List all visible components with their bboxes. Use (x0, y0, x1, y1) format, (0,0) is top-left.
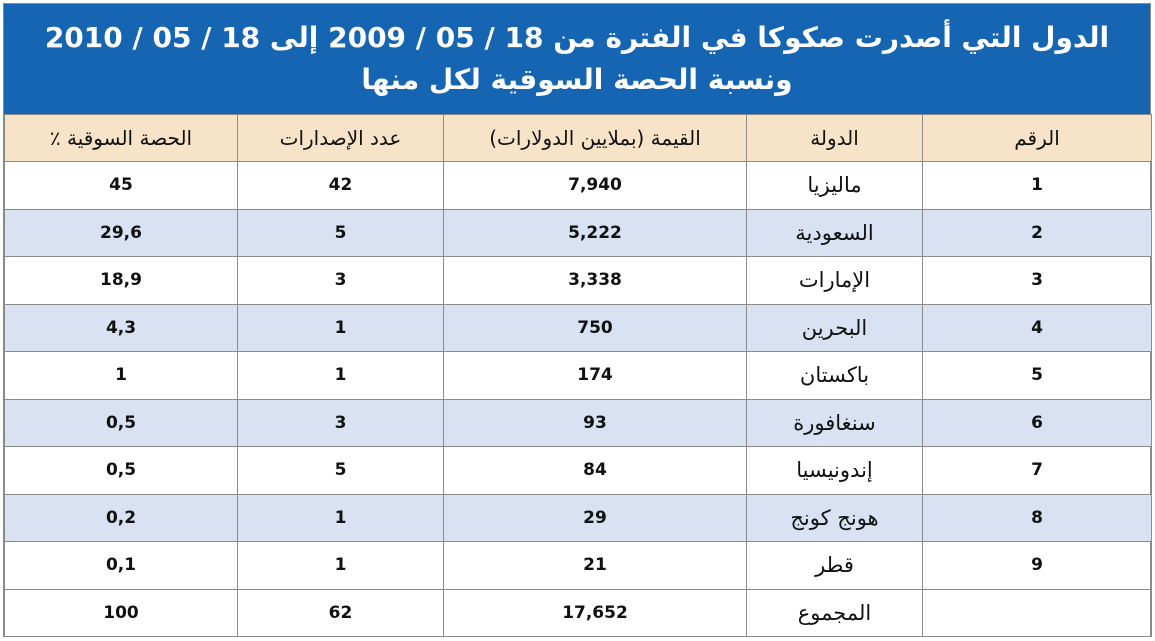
cell-value: 3,338 (443, 256, 747, 305)
header-value: القيمة (بملايين الدولارات) (443, 114, 747, 162)
cell-issues: 5 (237, 208, 444, 257)
cell-country: باكستان (746, 351, 923, 400)
cell-share: 1 (4, 351, 238, 400)
cell-number: 9 (922, 541, 1152, 590)
cell-issues: 62 (237, 588, 444, 637)
cell-value: 7,940 (443, 161, 747, 210)
cell-value: 21 (443, 541, 747, 590)
cell-share: 18,9 (4, 256, 238, 305)
title-band: الدول التي أصدرت صكوكا في الفترة من 18 /… (4, 4, 1150, 114)
cell-country: السعودية (746, 208, 923, 257)
cell-value: 750 (443, 303, 747, 352)
cell-number: 5 (922, 351, 1152, 400)
cell-country: المجموع (746, 588, 923, 637)
table-row: 7 إندونيسيا 84 5 0,5 (4, 446, 1152, 495)
cell-value: 93 (443, 398, 747, 447)
table-row: 3 الإمارات 3,338 3 18,9 (4, 256, 1152, 305)
table-row: 8 هونج كونج 29 1 0,2 (4, 493, 1152, 542)
cell-country: البحرين (746, 303, 923, 352)
header-share: الحصة السوقية ٪ (4, 114, 238, 162)
cell-value: 174 (443, 351, 747, 400)
table-row: 1 ماليزيا 7,940 42 45 (4, 161, 1152, 210)
cell-value: 17,652 (443, 588, 747, 637)
cell-number: 4 (922, 303, 1152, 352)
cell-number: 6 (922, 398, 1152, 447)
cell-issues: 3 (237, 398, 444, 447)
cell-country: ماليزيا (746, 161, 923, 210)
cell-country: سنغافورة (746, 398, 923, 447)
cell-country: قطر (746, 541, 923, 590)
cell-share: 100 (4, 588, 238, 637)
header-country: الدولة (746, 114, 923, 162)
cell-number: 2 (922, 208, 1152, 257)
cell-country: هونج كونج (746, 493, 923, 542)
cell-issues: 1 (237, 493, 444, 542)
cell-share: 0,2 (4, 493, 238, 542)
cell-number (922, 588, 1152, 637)
cell-value: 29 (443, 493, 747, 542)
cell-value: 84 (443, 446, 747, 495)
cell-share: 45 (4, 161, 238, 210)
table-row: 5 باكستان 174 1 1 (4, 351, 1152, 400)
document-frame: الدول التي أصدرت صكوكا في الفترة من 18 /… (3, 3, 1152, 637)
cell-number: 7 (922, 446, 1152, 495)
cell-issues: 3 (237, 256, 444, 305)
cell-issues: 1 (237, 541, 444, 590)
cell-issues: 42 (237, 161, 444, 210)
cell-issues: 1 (237, 351, 444, 400)
table-row: 2 السعودية 5,222 5 29,6 (4, 208, 1152, 257)
table-row: 4 البحرين 750 1 4,3 (4, 303, 1152, 352)
cell-share: 29,6 (4, 208, 238, 257)
cell-issues: 5 (237, 446, 444, 495)
header-row: الرقم الدولة القيمة (بملايين الدولارات) … (4, 114, 1152, 162)
cell-share: 4,3 (4, 303, 238, 352)
cell-number: 8 (922, 493, 1152, 542)
total-row: المجموع 17,652 62 100 (4, 588, 1152, 637)
cell-issues: 1 (237, 303, 444, 352)
cell-share: 0,1 (4, 541, 238, 590)
sukuk-table: الرقم الدولة القيمة (بملايين الدولارات) … (4, 114, 1152, 637)
header-issues: عدد الإصدارات (237, 114, 444, 162)
header-number: الرقم (922, 114, 1152, 162)
table-row: 9 قطر 21 1 0,1 (4, 541, 1152, 590)
cell-country: الإمارات (746, 256, 923, 305)
cell-share: 0,5 (4, 446, 238, 495)
title-line-2: ونسبة الحصة السوقية لكل منها (361, 63, 793, 96)
cell-number: 3 (922, 256, 1152, 305)
cell-country: إندونيسيا (746, 446, 923, 495)
cell-number: 1 (922, 161, 1152, 210)
cell-value: 5,222 (443, 208, 747, 257)
title-line-1: الدول التي أصدرت صكوكا في الفترة من 18 /… (44, 21, 1110, 54)
cell-share: 0,5 (4, 398, 238, 447)
table-row: 6 سنغافورة 93 3 0,5 (4, 398, 1152, 447)
